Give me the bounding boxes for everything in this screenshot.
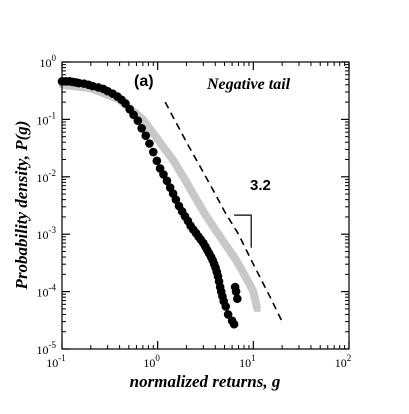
y-tick-label: 100 [40,53,57,70]
gray-band-point [139,116,146,123]
gray-band-point [200,208,207,215]
gray-band-point [245,280,252,287]
gray-band-point [229,251,236,258]
gray-band-series [61,80,262,310]
gray-band-point [254,305,261,312]
gray-band-point [235,261,242,268]
slope-triangle [234,214,252,248]
x-tick-label: 101 [239,353,255,370]
panel-label: (a) [134,73,154,90]
power-law-fit-line [164,101,283,322]
gray-band-point [154,136,161,143]
y-tick-label: 10-1 [37,110,57,127]
tick-labels: 10-1 100 101 102 10-5 10-4 10-3 10-2 10-1 100 [37,53,352,370]
gray-band-point [183,179,190,186]
x-tick-label: 100 [143,353,160,370]
data-point [229,319,239,329]
y-tick-label: 10-2 [37,168,57,185]
data-point [133,116,143,125]
data-point [137,123,146,133]
x-tick-label: 102 [335,353,352,370]
data-point [145,139,154,148]
data-point [121,99,130,108]
plot-area [57,77,283,329]
slope-label: 3.2 [250,177,271,194]
data-point [152,156,162,166]
data-point [171,195,181,204]
x-tick-label: 10-1 [46,353,66,370]
plot-frame [61,61,350,350]
data-point [233,294,242,304]
gray-band-point [171,159,178,166]
slope-triangle-lines [234,214,252,248]
data-point [162,176,172,186]
gray-band-point [250,288,257,295]
gray-band-point [212,226,219,233]
data-point [159,170,168,179]
data-point [231,287,241,296]
axis-ticks [61,61,350,350]
gray-band-point [241,271,248,278]
x-axis-title: normalized returns, g [130,372,281,391]
data-point [141,131,151,141]
y-tick-label: 10-5 [37,340,57,357]
data-point [223,310,233,319]
y-tick-label: 10-3 [37,225,57,242]
data-point [221,302,231,311]
y-axis-title: Probability density, P(g) [12,121,31,291]
annotation-negative-tail: Negative tail [206,76,291,93]
gray-band-point [221,240,228,247]
data-point [148,147,158,157]
y-tick-label: 10-4 [37,283,57,300]
